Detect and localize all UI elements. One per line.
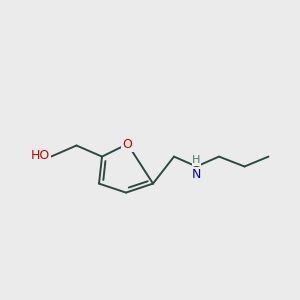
Text: HO: HO bbox=[30, 149, 50, 162]
Text: H: H bbox=[192, 155, 201, 165]
Text: N: N bbox=[192, 168, 201, 181]
Text: O: O bbox=[123, 137, 132, 151]
